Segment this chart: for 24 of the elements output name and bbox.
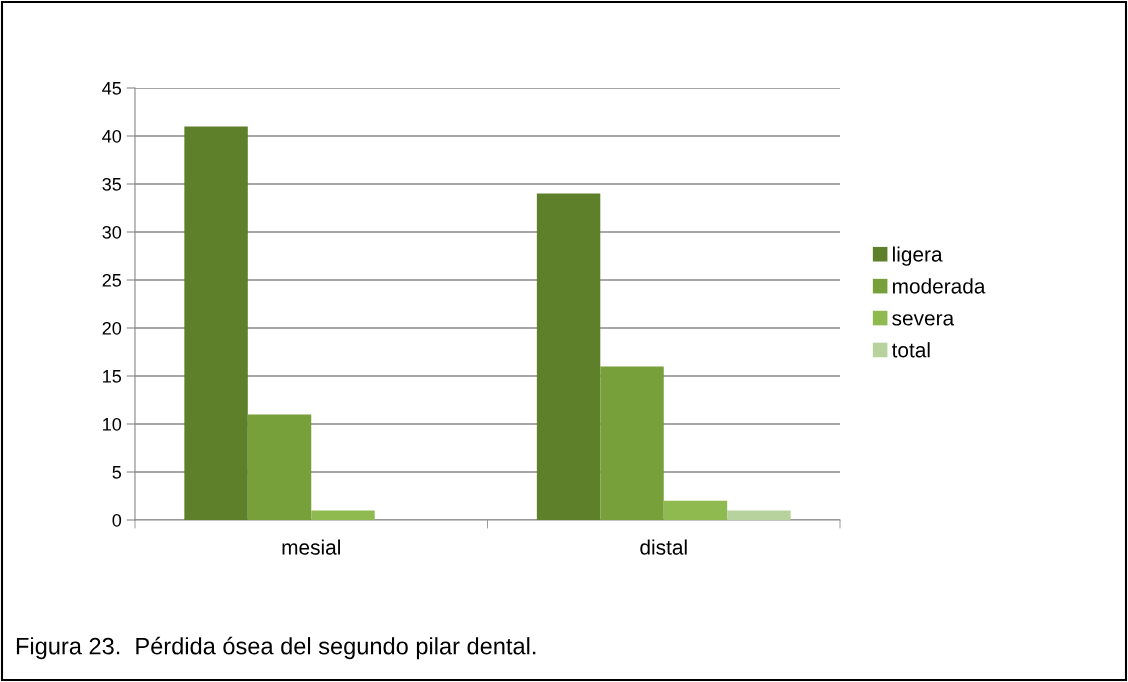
y-tick-label: 10 bbox=[103, 417, 122, 431]
bar bbox=[536, 193, 601, 520]
legend-label: ligera bbox=[893, 246, 943, 266]
bar bbox=[663, 500, 728, 520]
legend-label: moderada bbox=[892, 278, 986, 294]
y-tick-label: 45 bbox=[102, 82, 122, 95]
bar bbox=[311, 510, 375, 520]
y-tick-label: 40 bbox=[102, 129, 122, 143]
bar bbox=[600, 366, 664, 520]
y-tick-label: 25 bbox=[102, 273, 122, 287]
y-tick-label: 15 bbox=[103, 370, 122, 383]
bar bbox=[184, 126, 248, 520]
y-tick-label: 30 bbox=[102, 225, 122, 239]
y-tick-label: 5 bbox=[112, 466, 122, 479]
x-tick-label: mesial bbox=[282, 539, 340, 555]
legend-label: total bbox=[891, 342, 930, 358]
y-tick-label: 35 bbox=[102, 177, 122, 191]
legend-label: severa bbox=[892, 314, 955, 326]
bar bbox=[727, 510, 791, 520]
y-tick-label: 20 bbox=[102, 321, 122, 335]
y-tick-label: 0 bbox=[112, 513, 122, 527]
bar bbox=[247, 414, 312, 520]
text: Figura 23. Pérdida ósea del segundo pilar dental. bbox=[16, 636, 536, 660]
x-tick-label: distal bbox=[640, 539, 687, 555]
